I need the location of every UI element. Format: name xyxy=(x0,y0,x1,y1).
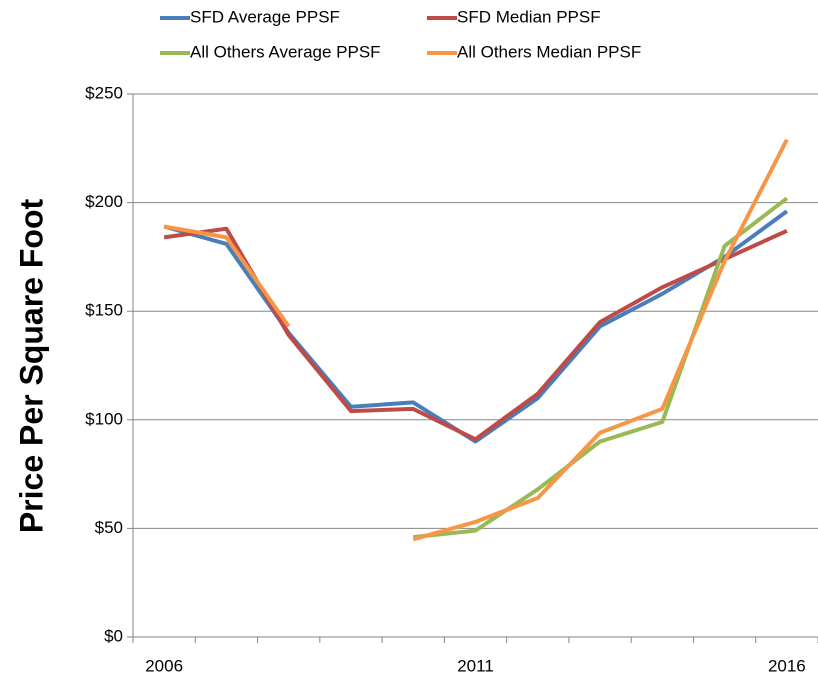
legend-label: SFD Average PPSF xyxy=(190,7,340,26)
y-tick-label: $100 xyxy=(85,409,123,428)
y-tick-label: $250 xyxy=(85,83,123,102)
series-line xyxy=(163,209,789,444)
series-line xyxy=(412,196,789,540)
x-tick-label: 2006 xyxy=(145,656,183,675)
legend-label: SFD Median PPSF xyxy=(457,7,601,26)
y-tick-label: $200 xyxy=(85,192,123,211)
y-tick-label: $150 xyxy=(85,301,123,320)
x-tick-label: 2011 xyxy=(457,656,494,675)
y-tick-label: $0 xyxy=(104,626,123,645)
y-tick-label: $50 xyxy=(95,518,123,537)
legend-label: All Others Average PPSF xyxy=(190,42,381,61)
y-axis-title: Price Per Square Foot xyxy=(13,198,49,533)
legend-label: All Others Median PPSF xyxy=(457,42,641,61)
x-tick-label: 2016 xyxy=(768,656,806,675)
series-line xyxy=(163,138,789,542)
